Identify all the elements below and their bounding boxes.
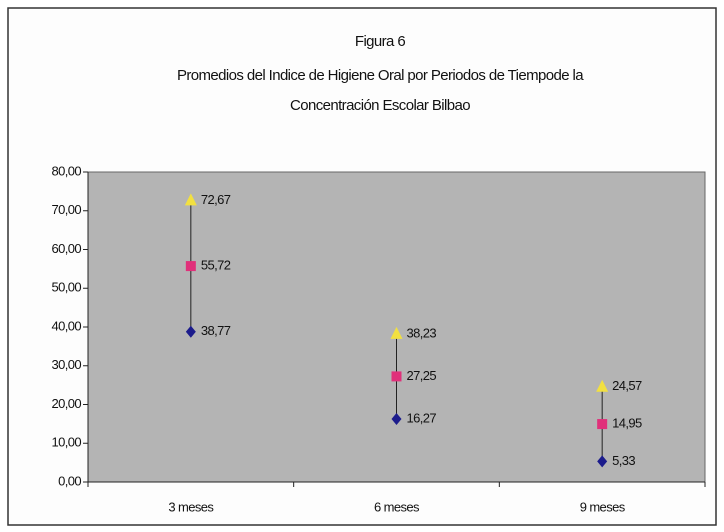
marker xyxy=(184,193,197,206)
chart-subtitle: Concentración Escolar Bilbao xyxy=(290,97,470,114)
x-tick-label: 3 meses xyxy=(168,499,214,514)
y-tick-label: 70,00 xyxy=(51,202,81,217)
y-tick-label: 0,00 xyxy=(58,473,81,488)
y-tick-label: 50,00 xyxy=(51,280,81,295)
marker xyxy=(597,419,608,430)
data-label: 24,57 xyxy=(612,378,642,393)
data-label: 27,25 xyxy=(407,368,437,383)
marker xyxy=(390,326,403,339)
y-tick-label: 80,00 xyxy=(51,163,81,178)
y-tick-label: 30,00 xyxy=(51,357,81,372)
data-label: 14,95 xyxy=(612,416,642,431)
marker xyxy=(185,261,196,272)
y-tick-label: 10,00 xyxy=(51,435,81,450)
y-tick-label: 20,00 xyxy=(51,396,81,411)
marker xyxy=(391,371,402,382)
y-tick-label: 60,00 xyxy=(51,241,81,256)
data-label: 5,33 xyxy=(612,453,635,468)
x-tick-label: 9 meses xyxy=(580,499,626,514)
marker xyxy=(596,379,609,392)
chart-title: Figura 6 xyxy=(355,33,405,50)
marker xyxy=(185,325,196,338)
x-tick-label: 6 meses xyxy=(374,499,420,514)
data-label: 38,23 xyxy=(407,325,437,340)
data-label: 16,27 xyxy=(407,410,437,425)
data-label: 55,72 xyxy=(201,258,231,273)
y-tick-label: 40,00 xyxy=(51,318,81,333)
marker xyxy=(597,455,608,468)
marker xyxy=(391,412,402,425)
data-label: 38,77 xyxy=(201,323,231,338)
data-label: 72,67 xyxy=(201,192,231,207)
chart-subtitle: Promedios del Indice de Higiene Oral por… xyxy=(177,67,584,84)
